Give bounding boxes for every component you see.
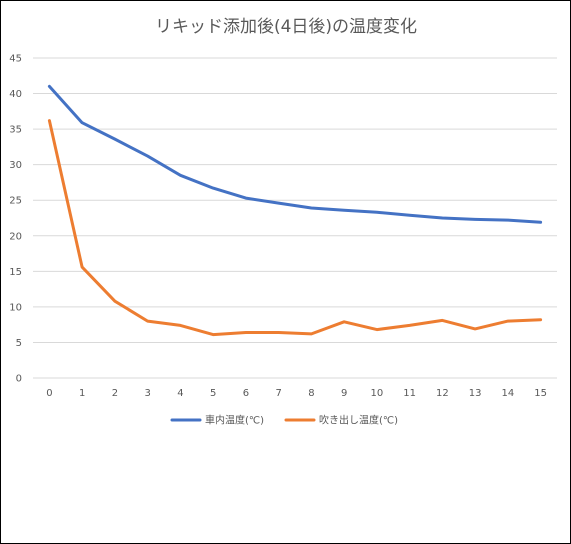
series-lines	[47, 84, 543, 337]
gridlines	[33, 57, 557, 379]
x-tick-label: 7	[275, 388, 281, 399]
x-tick-label: 11	[403, 388, 416, 399]
y-tick-label: 45	[9, 54, 22, 65]
x-tick-label: 0	[46, 388, 52, 399]
chart-title: リキッド添加後(4日後)の温度変化	[155, 17, 417, 37]
y-tick-label: 20	[9, 231, 22, 242]
x-axis-ticks: 0 1 2 3 4 5 6 7 8 9 10 11 12 13 14 15	[46, 388, 547, 399]
x-tick-label: 9	[341, 388, 347, 399]
y-tick-label: 10	[9, 302, 22, 313]
x-tick-label: 10	[371, 388, 384, 399]
y-tick-label: 25	[9, 196, 22, 207]
y-tick-label: 30	[9, 160, 22, 171]
legend-label-1: 車内温度(℃)	[205, 414, 264, 427]
x-tick-label: 6	[243, 388, 249, 399]
x-tick-label: 1	[79, 388, 85, 399]
x-tick-label: 3	[144, 388, 150, 399]
x-tick-label: 5	[210, 388, 216, 399]
y-tick-label: 0	[16, 374, 22, 385]
x-tick-label: 8	[308, 388, 314, 399]
x-tick-label: 14	[502, 388, 515, 399]
series-line-1	[47, 84, 543, 224]
x-tick-label: 2	[112, 388, 118, 399]
x-tick-label: 12	[436, 388, 449, 399]
x-tick-label: 13	[469, 388, 482, 399]
y-tick-label: 15	[9, 267, 22, 278]
y-tick-label: 40	[9, 89, 22, 100]
x-tick-label: 15	[534, 388, 547, 399]
y-tick-label: 5	[16, 338, 22, 349]
legend: 車内温度(℃) 吹き出し温度(℃)	[170, 414, 398, 427]
legend-label-2: 吹き出し温度(℃)	[319, 414, 398, 427]
y-tick-label: 35	[9, 125, 22, 136]
x-tick-label: 4	[177, 388, 183, 399]
y-axis-ticks: 0 5 10 15 20 25 30 35 40 45	[9, 54, 22, 385]
series-line-2	[47, 119, 543, 337]
